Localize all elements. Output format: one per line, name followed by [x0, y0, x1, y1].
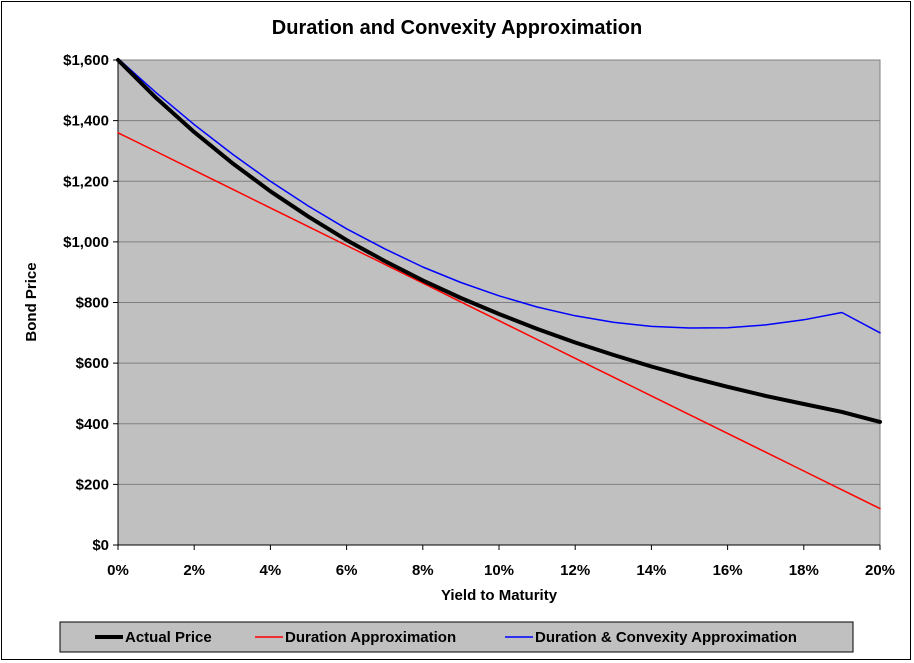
y-axis-ticks: $0 $200 $400 $600 $800 $1,000 $1,200 $1,400 $1,6… — [63, 52, 118, 554]
series-lines — [116, 57, 882, 510]
chart-title: Duration and Convexity Approximation — [272, 17, 642, 39]
y-tick-label: $400 — [76, 416, 109, 433]
x-axis-ticks: 0% 2% 4% 6% 8% 10% 12% 14% 16% 18% 20% — [107, 545, 895, 579]
y-tick-label: $200 — [76, 476, 109, 493]
x-tick-label: 2% — [183, 562, 205, 579]
x-tick-label: 16% — [713, 562, 743, 579]
y-tick-label: $1,400 — [63, 113, 109, 130]
y-tick-label: $1,600 — [63, 52, 109, 69]
y-tick-label: $1,200 — [63, 173, 109, 190]
x-tick-label: 4% — [260, 562, 282, 579]
y-axis-title: Bond Price — [23, 262, 40, 341]
grid-lines — [117, 60, 880, 546]
series-line-1 — [117, 132, 881, 510]
x-tick-label: 12% — [560, 562, 590, 579]
legend-label: Duration Approximation — [285, 629, 456, 646]
series-line-0 — [116, 58, 882, 424]
series-line-2 — [117, 57, 881, 334]
y-tick-label: $800 — [76, 295, 109, 312]
x-tick-label: 20% — [865, 562, 895, 579]
legend-label: Actual Price — [125, 629, 212, 646]
legend: Actual Price Duration Approximation Durati… — [59, 621, 854, 653]
x-tick-label: 8% — [412, 562, 434, 579]
y-tick-label: $600 — [76, 355, 109, 372]
x-tick-label: 6% — [336, 562, 358, 579]
y-tick-label: $1,000 — [63, 234, 109, 251]
x-tick-label: 14% — [636, 562, 666, 579]
y-tick-label: $0 — [92, 537, 109, 554]
legend-label: Duration & Convexity Approximation — [535, 629, 797, 646]
x-tick-label: 18% — [789, 562, 819, 579]
x-tick-label: 10% — [484, 562, 514, 579]
x-axis-title: Yield to Maturity — [441, 587, 558, 604]
legend-box — [59, 621, 854, 653]
x-tick-label: 0% — [107, 562, 129, 579]
